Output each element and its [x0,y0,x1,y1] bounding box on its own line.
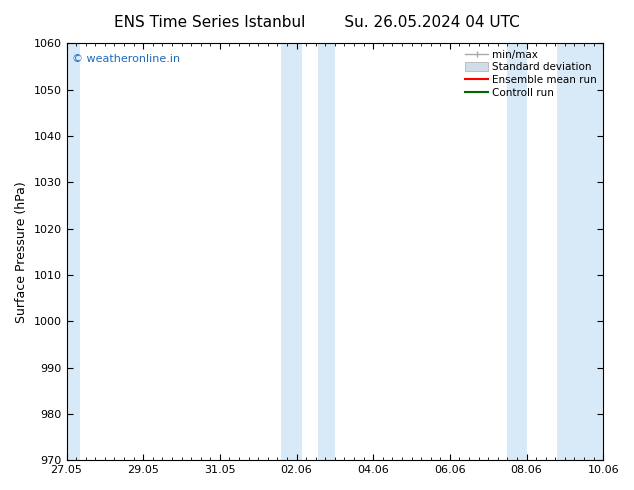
Text: ENS Time Series Istanbul        Su. 26.05.2024 04 UTC: ENS Time Series Istanbul Su. 26.05.2024 … [114,15,520,30]
Bar [557,44,603,460]
Legend: min/max, Standard deviation, Ensemble mean run, Controll run: min/max, Standard deviation, Ensemble me… [461,46,601,102]
Bar [507,44,526,460]
Y-axis label: Surface Pressure (hPa): Surface Pressure (hPa) [15,181,28,323]
Bar [67,44,80,460]
Text: © weatheronline.in: © weatheronline.in [72,54,180,64]
Bar [281,44,302,460]
Bar [318,44,335,460]
